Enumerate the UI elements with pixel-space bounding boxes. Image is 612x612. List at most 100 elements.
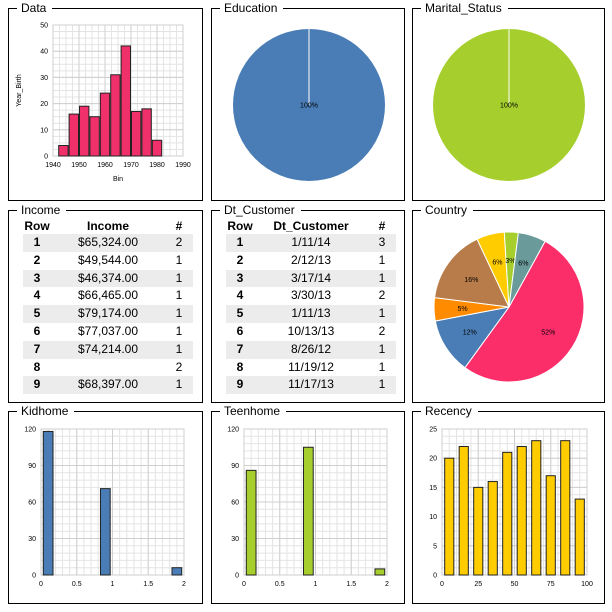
chart-data-histogram: 0 10 20 30 40 50 1940 1950 1960 1970 1980 1990 Bin Ye… — [16, 23, 191, 184]
table-row: 2 2/12/13 1 — [226, 252, 396, 270]
table-header-row: Row Dt_Customer # — [226, 219, 396, 234]
value-cell: $79,174.00 — [51, 305, 165, 323]
x-tick-label: 0.5 — [72, 581, 82, 588]
data-histogram-bar — [110, 74, 121, 157]
value-cell: 2/12/13 — [290, 252, 332, 267]
education-pie: 100% — [233, 29, 385, 181]
row-number-cell: 8 — [33, 359, 41, 374]
x-tick-label: 1990 — [175, 162, 191, 169]
table-row: 6 $77,037.00 1 — [23, 323, 193, 341]
y-tick-label: 0 — [235, 573, 239, 580]
y-tick-label: 20 — [40, 101, 48, 108]
country-slice — [434, 238, 510, 308]
y-tick-label: 25 — [429, 427, 437, 434]
y-tick-label: 0 — [32, 573, 36, 580]
chart-teenhome-bar: 0 30 60 90 120 0 0.5 1 1.5 2 — [227, 427, 389, 589]
row-number-cell: 1 — [226, 234, 254, 252]
data-histogram-bar — [99, 92, 111, 157]
col-header-dt-customer: Dt_Customer — [273, 219, 349, 233]
count-cell: 2 — [378, 323, 386, 338]
table-header-row: Row Income # — [23, 219, 193, 234]
count-cell: 1 — [165, 340, 193, 359]
panel-kidhome: Kidhome 0 30 60 90 120 0 0.5 1 1.5 2 — [8, 403, 203, 604]
panel-title-data: Data — [17, 0, 75, 16]
value-cell: $66,465.00 — [77, 288, 139, 303]
row-number-cell: 2 — [33, 252, 41, 267]
x-tick-label: 0 — [39, 581, 43, 588]
x-tick-label: 2 — [182, 581, 186, 588]
table-row: 5 1/11/13 1 — [226, 305, 396, 323]
panel-education: Education 100% — [211, 0, 405, 201]
recency-bar — [502, 451, 513, 576]
panel-dt-customer: Dt_Customer Row Dt_Customer # 1 1/11/14 3 2… — [211, 202, 405, 403]
count-cell: 1 — [378, 359, 386, 374]
panel-country: Country 52% 12% 5% 16% 6% 3% 6% — [412, 202, 605, 403]
value-cell: 1/11/14 — [254, 234, 368, 252]
table-row: 7 $74,214.00 1 — [23, 340, 193, 359]
y-tick-label: 120 — [24, 427, 36, 434]
row-number-cell: 1 — [23, 234, 51, 252]
x-tick-label: 50 — [511, 581, 519, 588]
panel-marital-status: Marital_Status 100% — [412, 0, 605, 201]
teenhome-bar — [245, 469, 257, 576]
table-row: 1 $65,324.00 2 — [23, 234, 193, 252]
recency-bar — [444, 457, 455, 576]
table-row: 5 $79,174.00 1 — [23, 305, 193, 323]
count-cell: 1 — [165, 376, 193, 395]
y-tick-label: 120 — [227, 427, 239, 434]
panel-title-education: Education — [220, 0, 306, 16]
teenhome-bar — [302, 446, 314, 576]
row-number-cell: 3 — [226, 269, 254, 288]
table-row: 1 1/11/14 3 — [226, 234, 396, 252]
value-cell: $65,324.00 — [51, 234, 165, 252]
y-axis-label: Year_Birth — [16, 74, 23, 107]
table-row: 4 3/30/13 2 — [226, 287, 396, 305]
row-number-cell: 6 — [33, 323, 41, 338]
table-row: 8 11/19/12 1 — [226, 359, 396, 377]
x-tick-label: 1970 — [123, 162, 139, 169]
recency-bar — [487, 481, 498, 576]
col-header-income: Income — [86, 219, 129, 233]
col-header-count: # — [378, 219, 386, 233]
panel-data: Data 0 10 20 30 40 50 1940 1950 1960 1970 1980 1990… — [8, 0, 203, 201]
value-cell: 3/17/14 — [254, 269, 368, 288]
x-tick-label: 1940 — [45, 162, 61, 169]
recency-bar — [560, 440, 571, 576]
education-slice-label: 100% — [300, 103, 318, 110]
data-histogram-plot: 0 10 20 30 40 50 1940 1950 1960 1970 1980 1990 Bin Ye… — [16, 23, 191, 184]
x-tick-label: 1960 — [97, 162, 113, 169]
chart-marital-status-pie: 100% — [433, 29, 585, 181]
value-cell: 3/30/13 — [290, 288, 332, 303]
x-tick-label: 0 — [440, 581, 444, 588]
table-row: 2 $49,544.00 1 — [23, 252, 193, 270]
row-number-cell: 4 — [236, 288, 244, 303]
y-tick-label: 10 — [429, 514, 437, 521]
y-tick-label: 30 — [28, 536, 36, 543]
data-histogram-bar — [89, 116, 100, 157]
data-histogram-bar — [79, 105, 90, 157]
value-cell: $74,214.00 — [51, 340, 165, 359]
table-row: 6 10/13/13 2 — [226, 323, 396, 341]
y-tick-label: 0 — [44, 154, 48, 161]
count-cell: 1 — [175, 252, 183, 267]
panel-title-country: Country — [421, 202, 496, 218]
panel-title-recency: Recency — [421, 403, 500, 419]
kidhome-bar — [99, 488, 111, 576]
count-cell: 1 — [175, 288, 183, 303]
count-cell: 2 — [165, 234, 193, 252]
panel-income: Income Row Income # 1 $65,324.00 2 2 $49,544… — [8, 202, 203, 403]
count-cell: 1 — [165, 269, 193, 288]
recency-bar — [574, 498, 585, 576]
col-header-row: Row — [24, 219, 50, 233]
value-cell: $46,374.00 — [51, 269, 165, 288]
row-number-cell: 7 — [23, 340, 51, 359]
panel-recency: Recency 0 5 10 15 20 25 0 25 50 75 100 — [412, 403, 605, 604]
y-tick-label: 20 — [429, 456, 437, 463]
table-row: 3 3/17/14 1 — [226, 269, 396, 288]
x-tick-label: 100 — [581, 581, 593, 588]
country-slice — [464, 240, 585, 383]
x-axis-label: Bin — [113, 176, 123, 183]
x-tick-label: 1 — [314, 581, 318, 588]
panel-title-marital-status: Marital_Status — [421, 0, 530, 16]
y-tick-label: 15 — [429, 485, 437, 492]
